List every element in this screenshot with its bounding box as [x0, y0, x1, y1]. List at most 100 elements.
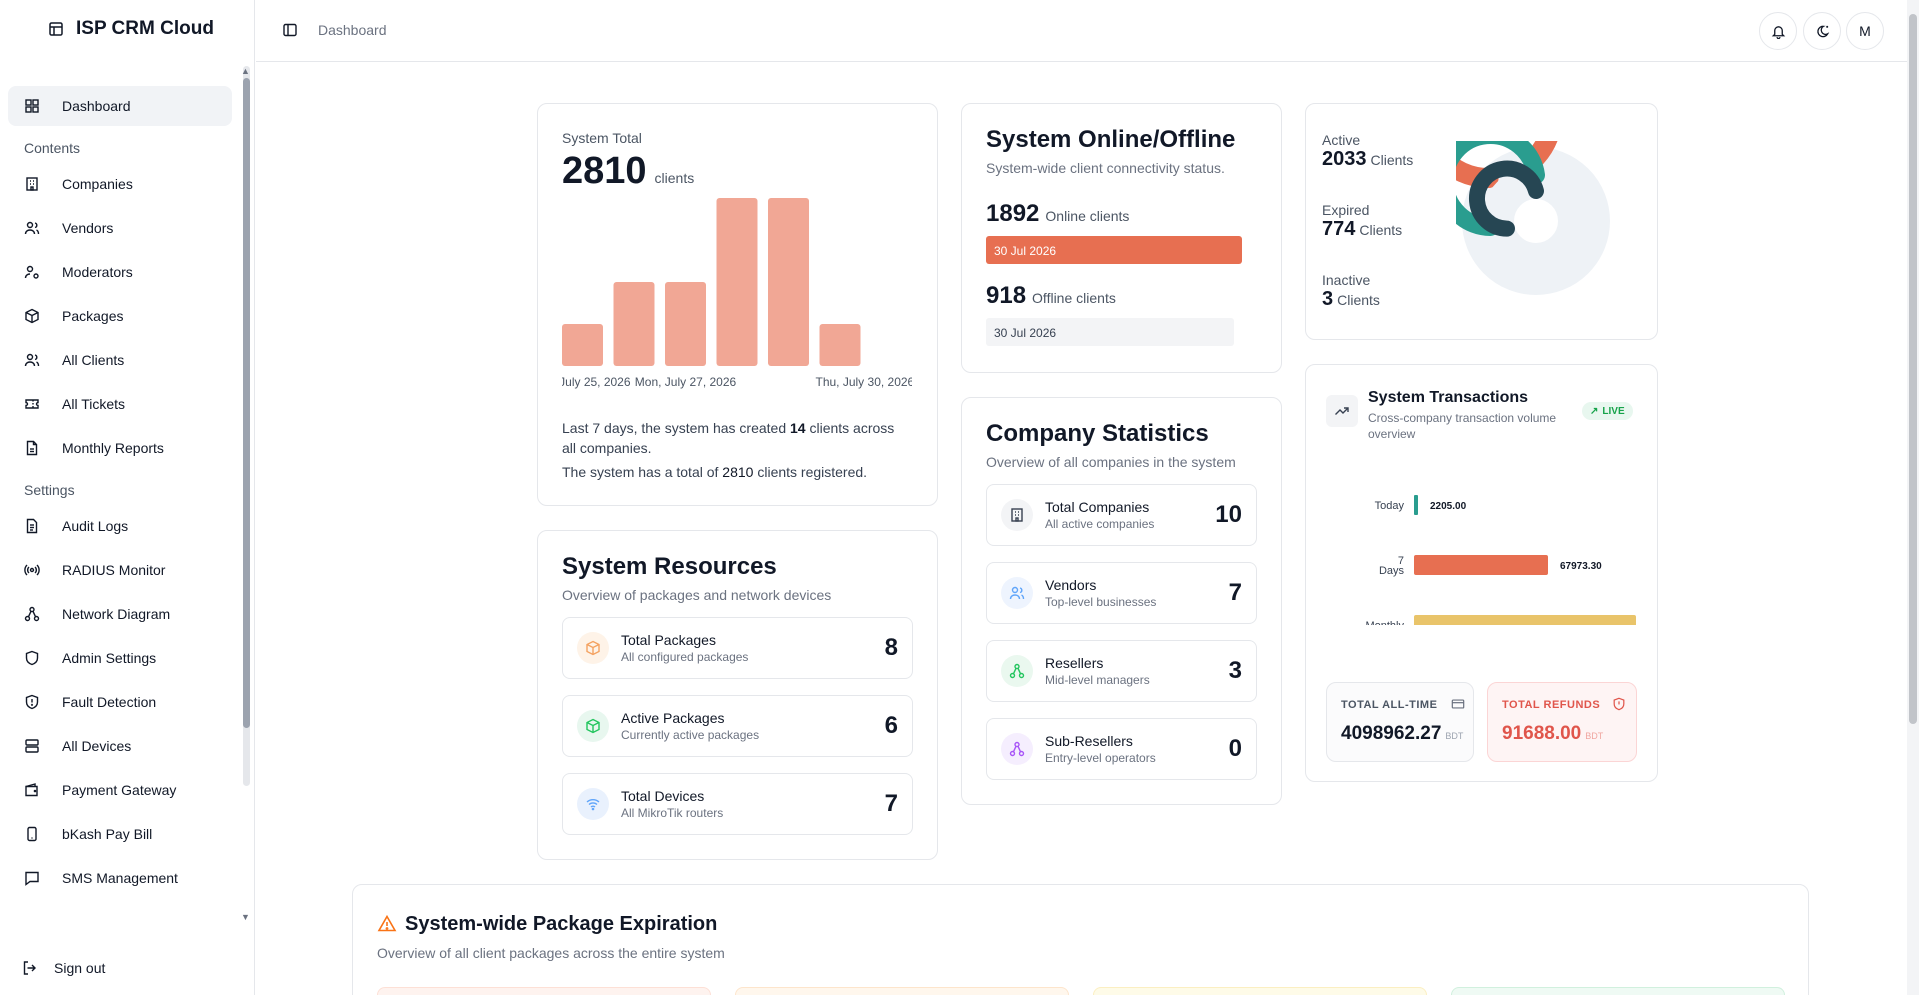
- sidebar-item-admin-settings[interactable]: Admin Settings: [8, 638, 232, 678]
- bell-icon: [1771, 25, 1785, 39]
- bar-Wed, July 29, 2026[interactable]: [768, 198, 809, 366]
- total-all-time-label: TOTAL ALL-TIME: [1341, 699, 1438, 711]
- note-count: 2810: [722, 464, 754, 480]
- system-total-note: Last 7 days, the system has created 14 c…: [562, 418, 912, 482]
- page-scrollbar[interactable]: [1907, 0, 1919, 995]
- scrollbar-thumb[interactable]: [1909, 14, 1917, 724]
- sidebar-item-dashboard[interactable]: Dashboard: [8, 86, 232, 126]
- offline-label: Offline clients: [1032, 290, 1116, 306]
- shield-alert-icon: [25, 694, 39, 710]
- expiration-title: System-wide Package Expiration: [405, 913, 718, 935]
- note-text: The system has a total of: [562, 464, 723, 480]
- resource-value: 7: [884, 790, 898, 817]
- sidebar-item-vendors[interactable]: Vendors: [8, 208, 232, 248]
- sign-out-button[interactable]: Sign out: [22, 960, 105, 976]
- sidebar-item-label: bKash Pay Bill: [62, 826, 153, 842]
- total-refunds-label: TOTAL REFUNDS: [1502, 699, 1601, 711]
- note-line-1: Last 7 days, the system has created 14 c…: [562, 418, 912, 458]
- resource-value: 6: [884, 712, 898, 739]
- bar-Tue, July 28, 2026[interactable]: [716, 198, 758, 366]
- resource-desc: Currently active packages: [621, 728, 760, 742]
- company-row-total-companies[interactable]: Total Companies All active companies 10: [986, 484, 1257, 546]
- sidebar-item-label: Network Diagram: [62, 606, 171, 622]
- sidebar: ISP CRM Cloud Dashboard Contents Compani…: [0, 0, 255, 995]
- sidebar-item-monthly-reports[interactable]: Monthly Reports: [8, 428, 232, 468]
- notifications-button[interactable]: [1759, 12, 1797, 50]
- bar-Sun, July 26, 2026[interactable]: [613, 282, 655, 366]
- ring-Expired[interactable]: [1456, 141, 1545, 236]
- sidebar-item-radius-monitor[interactable]: RADIUS Monitor: [8, 550, 232, 590]
- bar-Sat, July 25, 2026[interactable]: [562, 324, 603, 366]
- company-row-resellers[interactable]: Resellers Mid-level managers 3: [986, 640, 1257, 702]
- sidebar-item-packages[interactable]: Packages: [8, 296, 232, 336]
- file-text-icon: [26, 518, 38, 534]
- sidebar-item-companies[interactable]: Companies: [8, 164, 232, 204]
- sidebar-item-network-diagram[interactable]: Network Diagram: [8, 594, 232, 634]
- ring-track: [1498, 183, 1574, 259]
- sidebar-item-label: Vendors: [62, 220, 114, 236]
- sidebar-scrollbar[interactable]: [243, 66, 250, 786]
- inactive-value: 3: [1322, 288, 1334, 310]
- clients-unit: Clients: [1370, 152, 1414, 168]
- company-desc: Mid-level managers: [1045, 673, 1150, 687]
- sidebar-item-moderators[interactable]: Moderators: [8, 252, 232, 292]
- scroll-down-arrow-icon[interactable]: ▼: [241, 912, 250, 922]
- sidebar-item-label: All Devices: [62, 738, 132, 754]
- sidebar-item-all-devices[interactable]: All Devices: [8, 726, 232, 766]
- company-row-sub-resellers[interactable]: Sub-Resellers Entry-level operators 0: [986, 718, 1257, 780]
- y-tick-label: Today: [1375, 500, 1405, 512]
- resource-row-total-devices[interactable]: Total Devices All MikroTik routers 7: [562, 773, 913, 835]
- sidebar-toggle-icon[interactable]: [282, 22, 298, 38]
- system-total-label: System Total: [562, 130, 642, 146]
- message-icon: [25, 871, 39, 886]
- resource-value: 8: [884, 634, 898, 661]
- top-bar: Dashboard M: [256, 0, 1907, 62]
- online-offline-card: System Online/Offline System-wide client…: [961, 103, 1282, 373]
- sidebar-item-all-tickets[interactable]: All Tickets: [8, 384, 232, 424]
- scroll-up-arrow-icon[interactable]: ▲: [241, 66, 250, 76]
- y-tick-label: Monthly: [1365, 620, 1404, 625]
- sidebar-item-audit-logs[interactable]: Audit Logs: [8, 506, 232, 546]
- sidebar-item-fault-detection[interactable]: Fault Detection: [8, 682, 232, 722]
- sidebar-item-label: Fault Detection: [62, 694, 157, 710]
- online-offline-title: System Online/Offline: [986, 126, 1236, 153]
- expiration-tile[interactable]: [1093, 987, 1427, 995]
- file-report-icon: [26, 440, 38, 456]
- expiration-tile[interactable]: [1451, 987, 1785, 995]
- sidebar-item-all-clients[interactable]: All Clients: [8, 340, 232, 380]
- expiration-tile[interactable]: [735, 987, 1069, 995]
- company-statistics-title: Company Statistics: [986, 420, 1209, 447]
- scrollbar-thumb[interactable]: [243, 78, 250, 728]
- theme-toggle-button[interactable]: [1803, 12, 1841, 50]
- sidebar-item-bkash-pay-bill[interactable]: bKash Pay Bill: [8, 814, 232, 854]
- resource-desc: All configured packages: [621, 650, 749, 664]
- network-icon: [1001, 655, 1033, 687]
- bar-Thu, July 30, 2026[interactable]: [819, 324, 861, 366]
- package-icon: [25, 308, 39, 324]
- note-count: 14: [790, 420, 806, 436]
- bar-Today[interactable]: [1414, 495, 1418, 515]
- avatar[interactable]: M: [1846, 12, 1884, 50]
- sidebar-item-label: Packages: [62, 308, 124, 324]
- resource-row-total-packages[interactable]: Total Packages All configured packages 8: [562, 617, 913, 679]
- expiration-tile[interactable]: [377, 987, 711, 995]
- total-refunds-box: TOTAL REFUNDS 91688.00 BDT: [1487, 682, 1637, 762]
- building-icon: [1001, 499, 1033, 531]
- ring-Inactive[interactable]: [1469, 160, 1544, 237]
- bar-Mon, July 27, 2026[interactable]: [665, 282, 706, 366]
- breadcrumb[interactable]: Dashboard: [318, 22, 387, 38]
- sidebar-item-sms-management[interactable]: SMS Management: [8, 858, 232, 898]
- company-value: 7: [1228, 579, 1242, 606]
- total-refunds-value-group: 91688.00 BDT: [1502, 723, 1603, 745]
- brand[interactable]: ISP CRM Cloud: [48, 18, 214, 40]
- resource-row-active-packages[interactable]: Active Packages Currently active packages…: [562, 695, 913, 757]
- bar-7 Days[interactable]: [1414, 555, 1548, 575]
- bar-Monthly[interactable]: [1414, 615, 1636, 625]
- credit-card-icon: [1451, 699, 1465, 709]
- company-row-vendors[interactable]: Vendors Top-level businesses 7: [986, 562, 1257, 624]
- smartphone-icon: [27, 826, 37, 842]
- sidebar-item-payment-gateway[interactable]: Payment Gateway: [8, 770, 232, 810]
- currency-label: BDT: [1445, 731, 1464, 741]
- moon-sun-icon: [1816, 25, 1829, 37]
- offline-count: 918: [986, 282, 1027, 309]
